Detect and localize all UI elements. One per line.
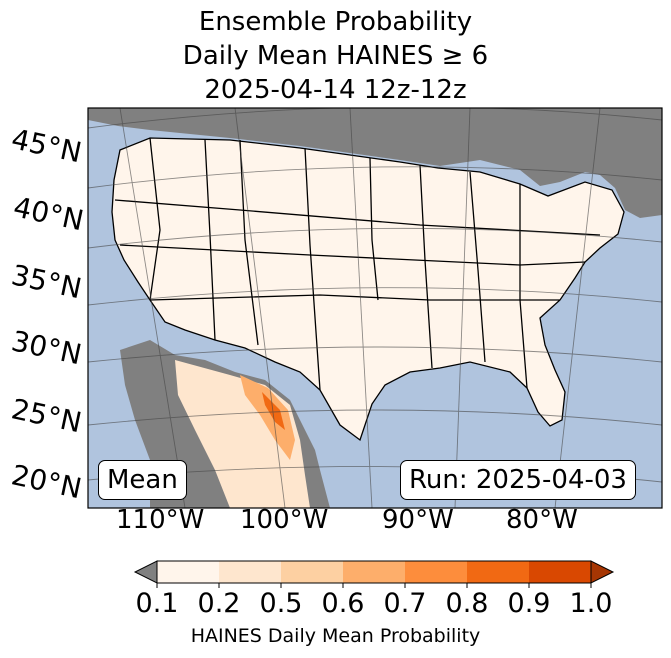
lon-label-90w: 90°W [382,505,454,535]
colorbar-outline [156,560,592,584]
colorbar-segment [343,561,405,583]
colorbar-tick-label: 0.9 [507,588,551,619]
mexico-prob-high [262,392,285,430]
state-borders [111,137,625,441]
colorbar-segment [219,561,281,583]
lon-label-100w: 100°W [240,505,329,535]
colorbar-tick-label: 1.0 [569,588,613,619]
mexico-prob-mid [240,375,295,460]
lon-label-80w: 80°W [506,505,578,535]
colorbar-segment [281,561,343,583]
colorbar-tick-label: 0.7 [383,588,427,619]
mexico-prob-low [175,360,310,508]
colorbar-tick-label: 0.8 [445,588,489,619]
title-line-2: Daily Mean HAINES ≥ 6 [182,41,489,71]
colorbar-tick-label: 0.1 [135,588,179,619]
colorbar-tick-label: 0.6 [321,588,365,619]
colorbar-tick-label: 0.2 [197,588,241,619]
colorbar-segment [405,561,467,583]
map-frame [87,107,663,509]
colorbar-under-arrow [133,560,158,584]
colorbar-segment [467,561,529,583]
canada-land [88,108,662,218]
colorbar-segment [529,561,591,583]
lon-label-110w: 110°W [116,505,205,535]
baja-land [148,358,210,495]
title-line-3: 2025-04-14 12z-12z [204,75,467,105]
colorbar-label: HAINES Daily Mean Probability [190,625,481,647]
colorbar-segment [157,561,219,583]
colorbar-over-arrow [590,560,615,584]
colorbar [133,560,615,588]
colorbar-tick-label: 0.5 [259,588,303,619]
title-line-1: Ensemble Probability [198,7,473,37]
stat-label-box: Mean [98,460,187,500]
run-label-box: Run: 2025-04-03 [400,460,636,500]
